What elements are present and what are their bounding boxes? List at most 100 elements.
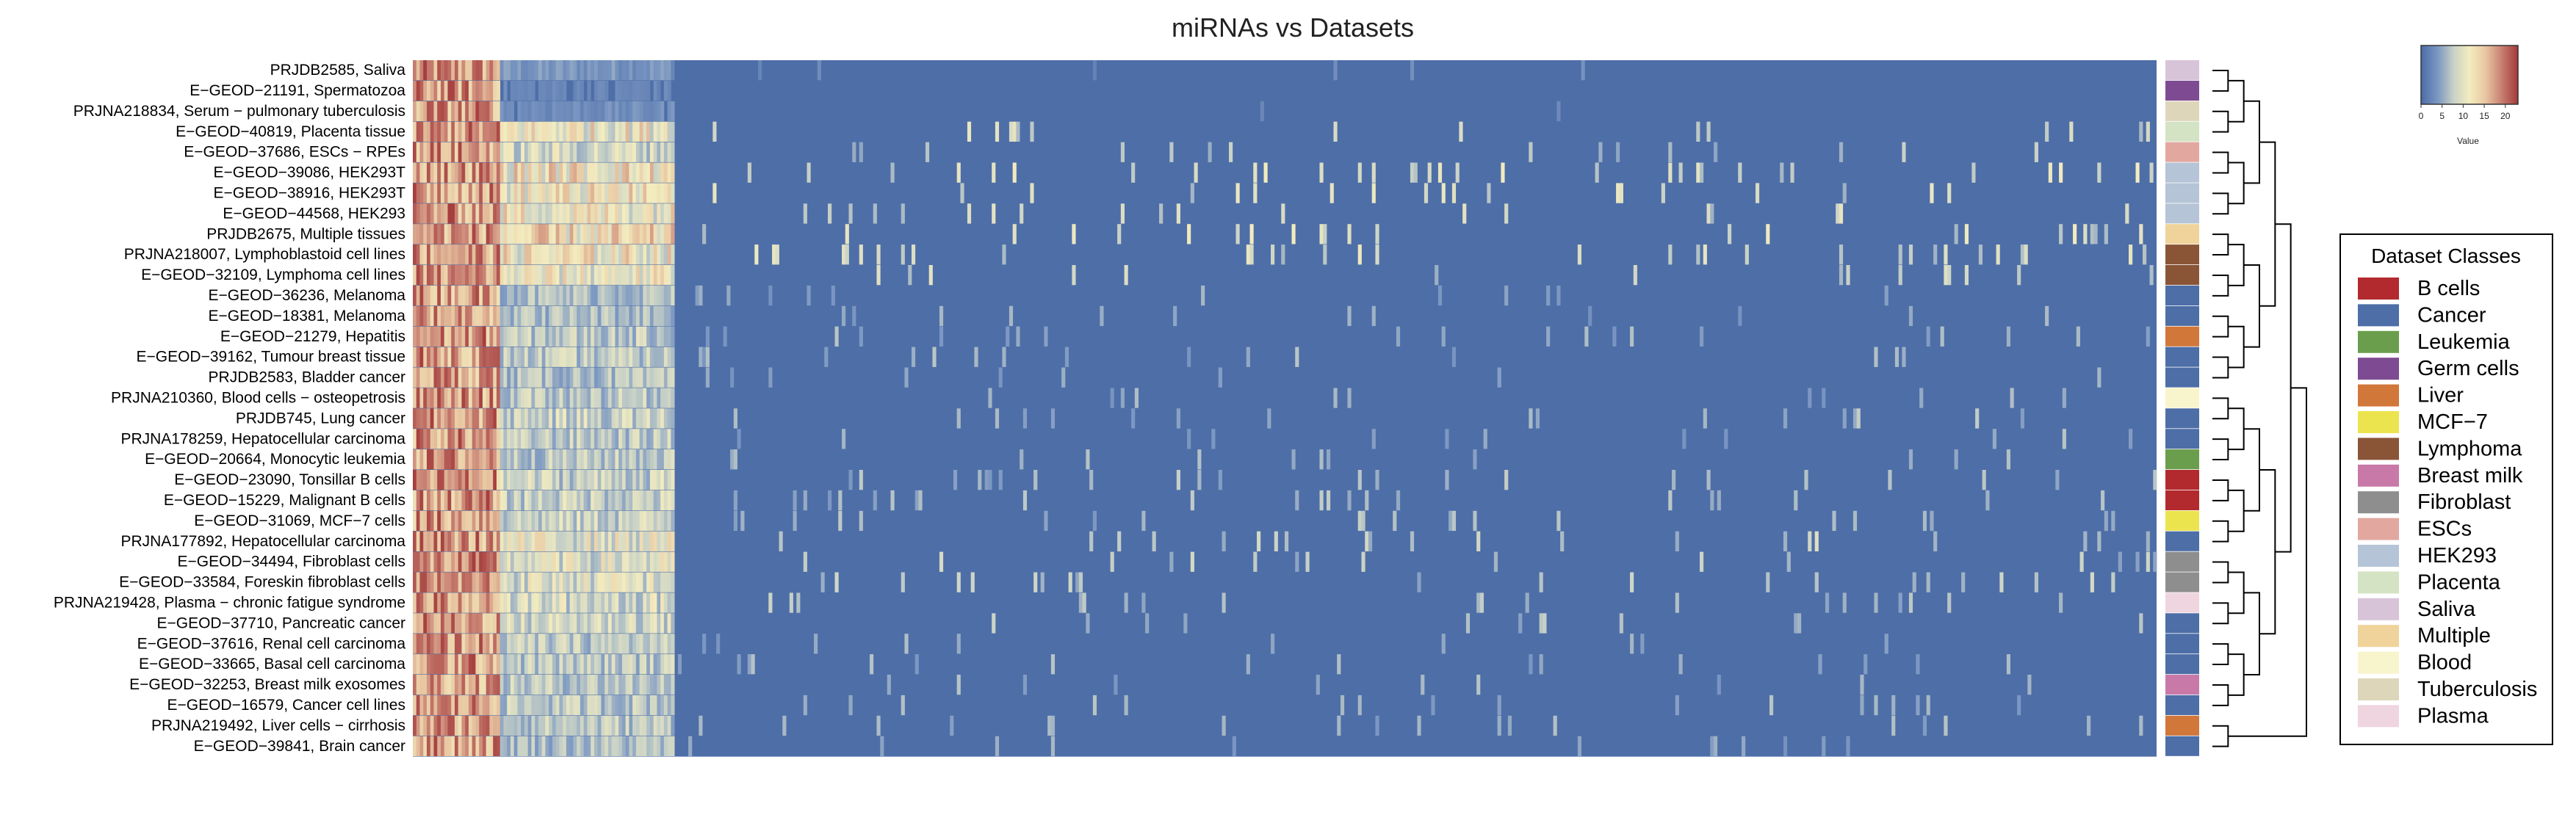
heatmap-cell: [1839, 265, 1844, 286]
heatmap-cell: [521, 60, 525, 81]
heatmap-cell: [625, 244, 629, 265]
heatmap-cell: [1588, 305, 1592, 327]
heatmap-cell: [671, 101, 675, 122]
heatmap-cell: [1291, 224, 1296, 244]
heatmap-cell: [465, 80, 469, 101]
heatmap-cell: [527, 388, 532, 408]
heatmap-cell: [1347, 388, 1352, 408]
heatmap-cell: [423, 183, 427, 203]
heatmap-cell: [1954, 224, 1958, 244]
heatmap-cell: [1839, 203, 1844, 224]
heatmap-cell: [524, 203, 529, 224]
heatmap-cell: [591, 347, 595, 367]
heatmap-cell: [621, 715, 627, 736]
legend-label: Germ cells: [2417, 357, 2519, 380]
heatmap-cell: [454, 736, 459, 756]
heatmap-cell: [583, 490, 588, 511]
heatmap-cell: [1916, 695, 1920, 716]
heatmap-cell: [538, 367, 543, 388]
heatmap-cell: [524, 142, 529, 162]
heatmap-cell: [632, 347, 637, 367]
heatmap-cell: [489, 80, 494, 101]
row-label: PRJDB2583, Bladder cancer: [209, 369, 405, 386]
heatmap-cell: [615, 510, 619, 532]
heatmap-cell: [510, 80, 515, 101]
heatmap-cell: [430, 142, 434, 162]
heatmap-cell: [524, 367, 529, 388]
heatmap-cell: [667, 675, 671, 695]
heatmap-cell: [569, 470, 574, 490]
class-bar-cell: [2165, 592, 2199, 613]
heatmap-cell: [615, 470, 619, 490]
heatmap-cell: [569, 408, 574, 429]
heatmap-cell: [486, 449, 490, 470]
heatmap-cell: [510, 572, 515, 592]
heatmap-cell: [1738, 305, 1742, 327]
heatmap-cell: [451, 715, 455, 736]
heatmap-cell: [1120, 142, 1125, 162]
heatmap-cell: [667, 60, 671, 81]
heatmap-cell: [594, 654, 599, 675]
heatmap-cell: [454, 326, 459, 347]
heatmap-cell: [639, 326, 643, 347]
heatmap-cell: [458, 80, 462, 101]
heatmap-cell: [580, 675, 585, 695]
heatmap-cell: [663, 347, 668, 367]
heatmap-cell: [454, 449, 459, 470]
heatmap-cell: [472, 60, 476, 81]
heatmap-cell: [493, 305, 497, 327]
heatmap-cell: [890, 490, 895, 511]
heatmap-cell: [621, 551, 627, 572]
heatmap-cell: [611, 449, 616, 470]
heatmap-cell: [607, 613, 613, 634]
heatmap-cell: [513, 449, 518, 470]
heatmap-cell: [580, 736, 585, 756]
heatmap-cell: [493, 162, 497, 183]
heatmap-cell: [618, 470, 623, 490]
heatmap-row: [413, 449, 2010, 470]
heatmap-cell: [663, 429, 668, 449]
heatmap-cell: [419, 224, 424, 244]
heatmap-cell: [607, 470, 613, 490]
heatmap-cell: [1124, 695, 1128, 716]
heatmap-cell: [671, 490, 675, 511]
heatmap-cell: [493, 326, 497, 347]
heatmap-cell: [649, 449, 654, 470]
heatmap-cell: [475, 675, 480, 695]
heatmap-cell: [486, 531, 490, 551]
heatmap-cell: [639, 244, 643, 265]
heatmap-cell: [552, 531, 557, 551]
heatmap-cell: [1222, 592, 1226, 613]
heatmap-cell: [451, 244, 455, 265]
heatmap-cell: [615, 142, 619, 162]
heatmap-cell: [465, 613, 469, 634]
heatmap-cell: [517, 408, 522, 429]
heatmap-cell: [513, 572, 518, 592]
heatmap-cell: [517, 449, 522, 470]
heatmap-cell: [646, 347, 651, 367]
legend-swatch: [2358, 625, 2399, 648]
heatmap-cell: [440, 551, 445, 572]
heatmap-cell: [1766, 224, 1770, 244]
heatmap-cell: [555, 408, 560, 429]
heatmap-cell: [535, 101, 539, 122]
heatmap-cell: [663, 265, 668, 286]
row-label: PRJNA219428, Plasma − chronic fatigue sy…: [54, 594, 405, 611]
heatmap-cell: [657, 60, 661, 81]
heatmap-cell: [465, 101, 469, 122]
legend-label: Cancer: [2417, 303, 2486, 327]
heatmap-cell: [489, 470, 494, 490]
heatmap-cell: [611, 162, 616, 183]
dendrogram-branch: [2212, 397, 2229, 420]
heatmap-cell: [621, 675, 627, 695]
heatmap-cell: [552, 429, 557, 449]
heatmap-cell: [472, 367, 476, 388]
heatmap-cell: [657, 305, 661, 327]
heatmap-cell: [447, 101, 452, 122]
heatmap-cell: [660, 367, 665, 388]
heatmap-cell: [591, 142, 595, 162]
heatmap-cell: [521, 244, 525, 265]
heatmap-cell: [489, 695, 494, 716]
heatmap-cell: [447, 531, 452, 551]
heatmap-cell: [859, 244, 863, 265]
